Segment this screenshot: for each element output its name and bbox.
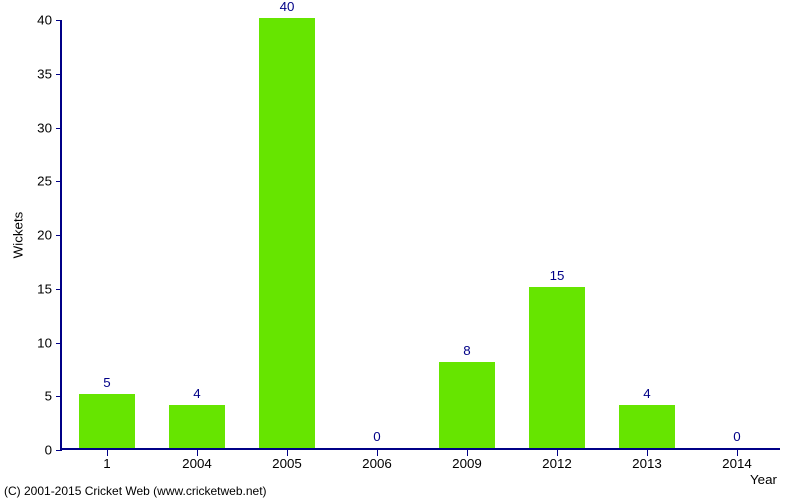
y-tick-label: 30: [37, 120, 62, 135]
y-tick-label: 10: [37, 335, 62, 350]
bar-value-label: 4: [193, 386, 200, 401]
y-tick-label: 35: [37, 66, 62, 81]
y-axis-title: Wickets: [11, 212, 26, 259]
x-tick-label: 2005: [272, 448, 302, 471]
bar: [79, 394, 135, 448]
bar-value-label: 4: [643, 386, 650, 401]
y-tick-label: 0: [45, 443, 62, 458]
bar-value-label: 0: [373, 429, 380, 444]
bar: [619, 405, 675, 448]
x-tick-label: 1: [103, 448, 110, 471]
y-tick-label: 5: [45, 389, 62, 404]
y-tick-label: 15: [37, 281, 62, 296]
bar-value-label: 15: [550, 268, 565, 283]
plot-area: 0510152025303540514200440200502006820091…: [60, 20, 780, 450]
x-tick-label: 2013: [632, 448, 662, 471]
bar: [529, 287, 585, 448]
bar-value-label: 5: [103, 375, 110, 390]
y-tick-label: 25: [37, 174, 62, 189]
x-tick-label: 2009: [452, 448, 482, 471]
x-tick-label: 2012: [542, 448, 572, 471]
bar-value-label: 0: [733, 429, 740, 444]
y-tick-label: 20: [37, 228, 62, 243]
x-tick-label: 2006: [362, 448, 392, 471]
x-axis-title: Year: [750, 472, 777, 487]
bar: [169, 405, 225, 448]
copyright-footer: (C) 2001-2015 Cricket Web (www.cricketwe…: [4, 484, 267, 498]
bar: [439, 362, 495, 448]
bar-value-label: 40: [280, 0, 295, 14]
x-tick-label: 2014: [722, 448, 752, 471]
bar: [259, 18, 315, 448]
x-tick-label: 2004: [182, 448, 212, 471]
y-tick-label: 40: [37, 13, 62, 28]
bar-value-label: 8: [463, 343, 470, 358]
